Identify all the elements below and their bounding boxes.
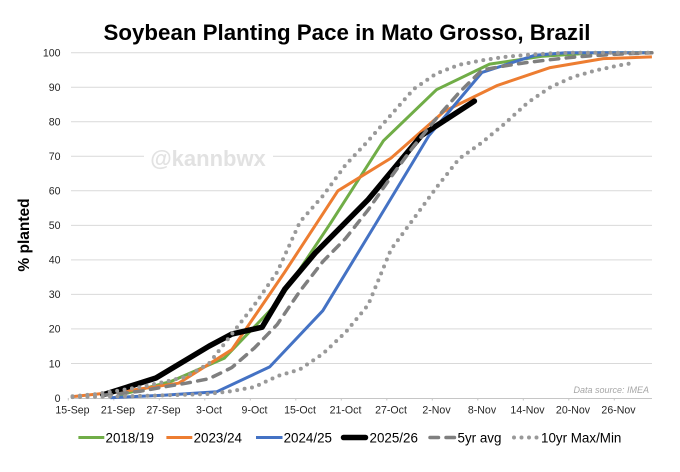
svg-text:27-Oct: 27-Oct: [375, 405, 407, 417]
svg-text:2023/24: 2023/24: [194, 430, 243, 445]
svg-text:21-Oct: 21-Oct: [330, 405, 362, 417]
svg-text:15-Sep: 15-Sep: [55, 405, 89, 417]
svg-text:20: 20: [49, 324, 61, 336]
svg-text:3-Oct: 3-Oct: [196, 405, 222, 417]
svg-text:90: 90: [49, 82, 61, 94]
svg-text:2025/26: 2025/26: [370, 430, 418, 445]
svg-text:14-Nov: 14-Nov: [510, 405, 545, 417]
svg-text:15-Oct: 15-Oct: [284, 405, 316, 417]
svg-text:40: 40: [49, 255, 61, 267]
svg-text:0: 0: [55, 393, 61, 405]
svg-text:26-Nov: 26-Nov: [601, 405, 636, 417]
svg-text:9-Oct: 9-Oct: [242, 405, 268, 417]
svg-text:50: 50: [49, 220, 61, 232]
svg-text:70: 70: [49, 151, 61, 163]
svg-text:80: 80: [49, 117, 61, 129]
svg-text:60: 60: [49, 186, 61, 198]
svg-text:100: 100: [43, 48, 61, 60]
svg-text:2-Nov: 2-Nov: [422, 405, 451, 417]
svg-text:8-Nov: 8-Nov: [468, 405, 497, 417]
svg-text:2018/19: 2018/19: [106, 430, 154, 445]
svg-text:Data source: IMEA: Data source: IMEA: [573, 385, 649, 395]
svg-text:27-Sep: 27-Sep: [146, 405, 180, 417]
svg-text:10: 10: [49, 358, 61, 370]
svg-text:2024/25: 2024/25: [284, 430, 332, 445]
svg-text:% planted: % planted: [16, 198, 33, 271]
svg-text:@kannbwx: @kannbwx: [150, 146, 266, 171]
svg-text:20-Nov: 20-Nov: [556, 405, 591, 417]
svg-text:5yr avg: 5yr avg: [458, 430, 502, 445]
svg-text:30: 30: [49, 289, 61, 301]
svg-text:21-Sep: 21-Sep: [101, 405, 135, 417]
svg-text:Soybean Planting Pace in Mato: Soybean Planting Pace in Mato Grosso, Br…: [104, 20, 591, 45]
svg-text:10yr Max/Min: 10yr Max/Min: [541, 430, 621, 445]
